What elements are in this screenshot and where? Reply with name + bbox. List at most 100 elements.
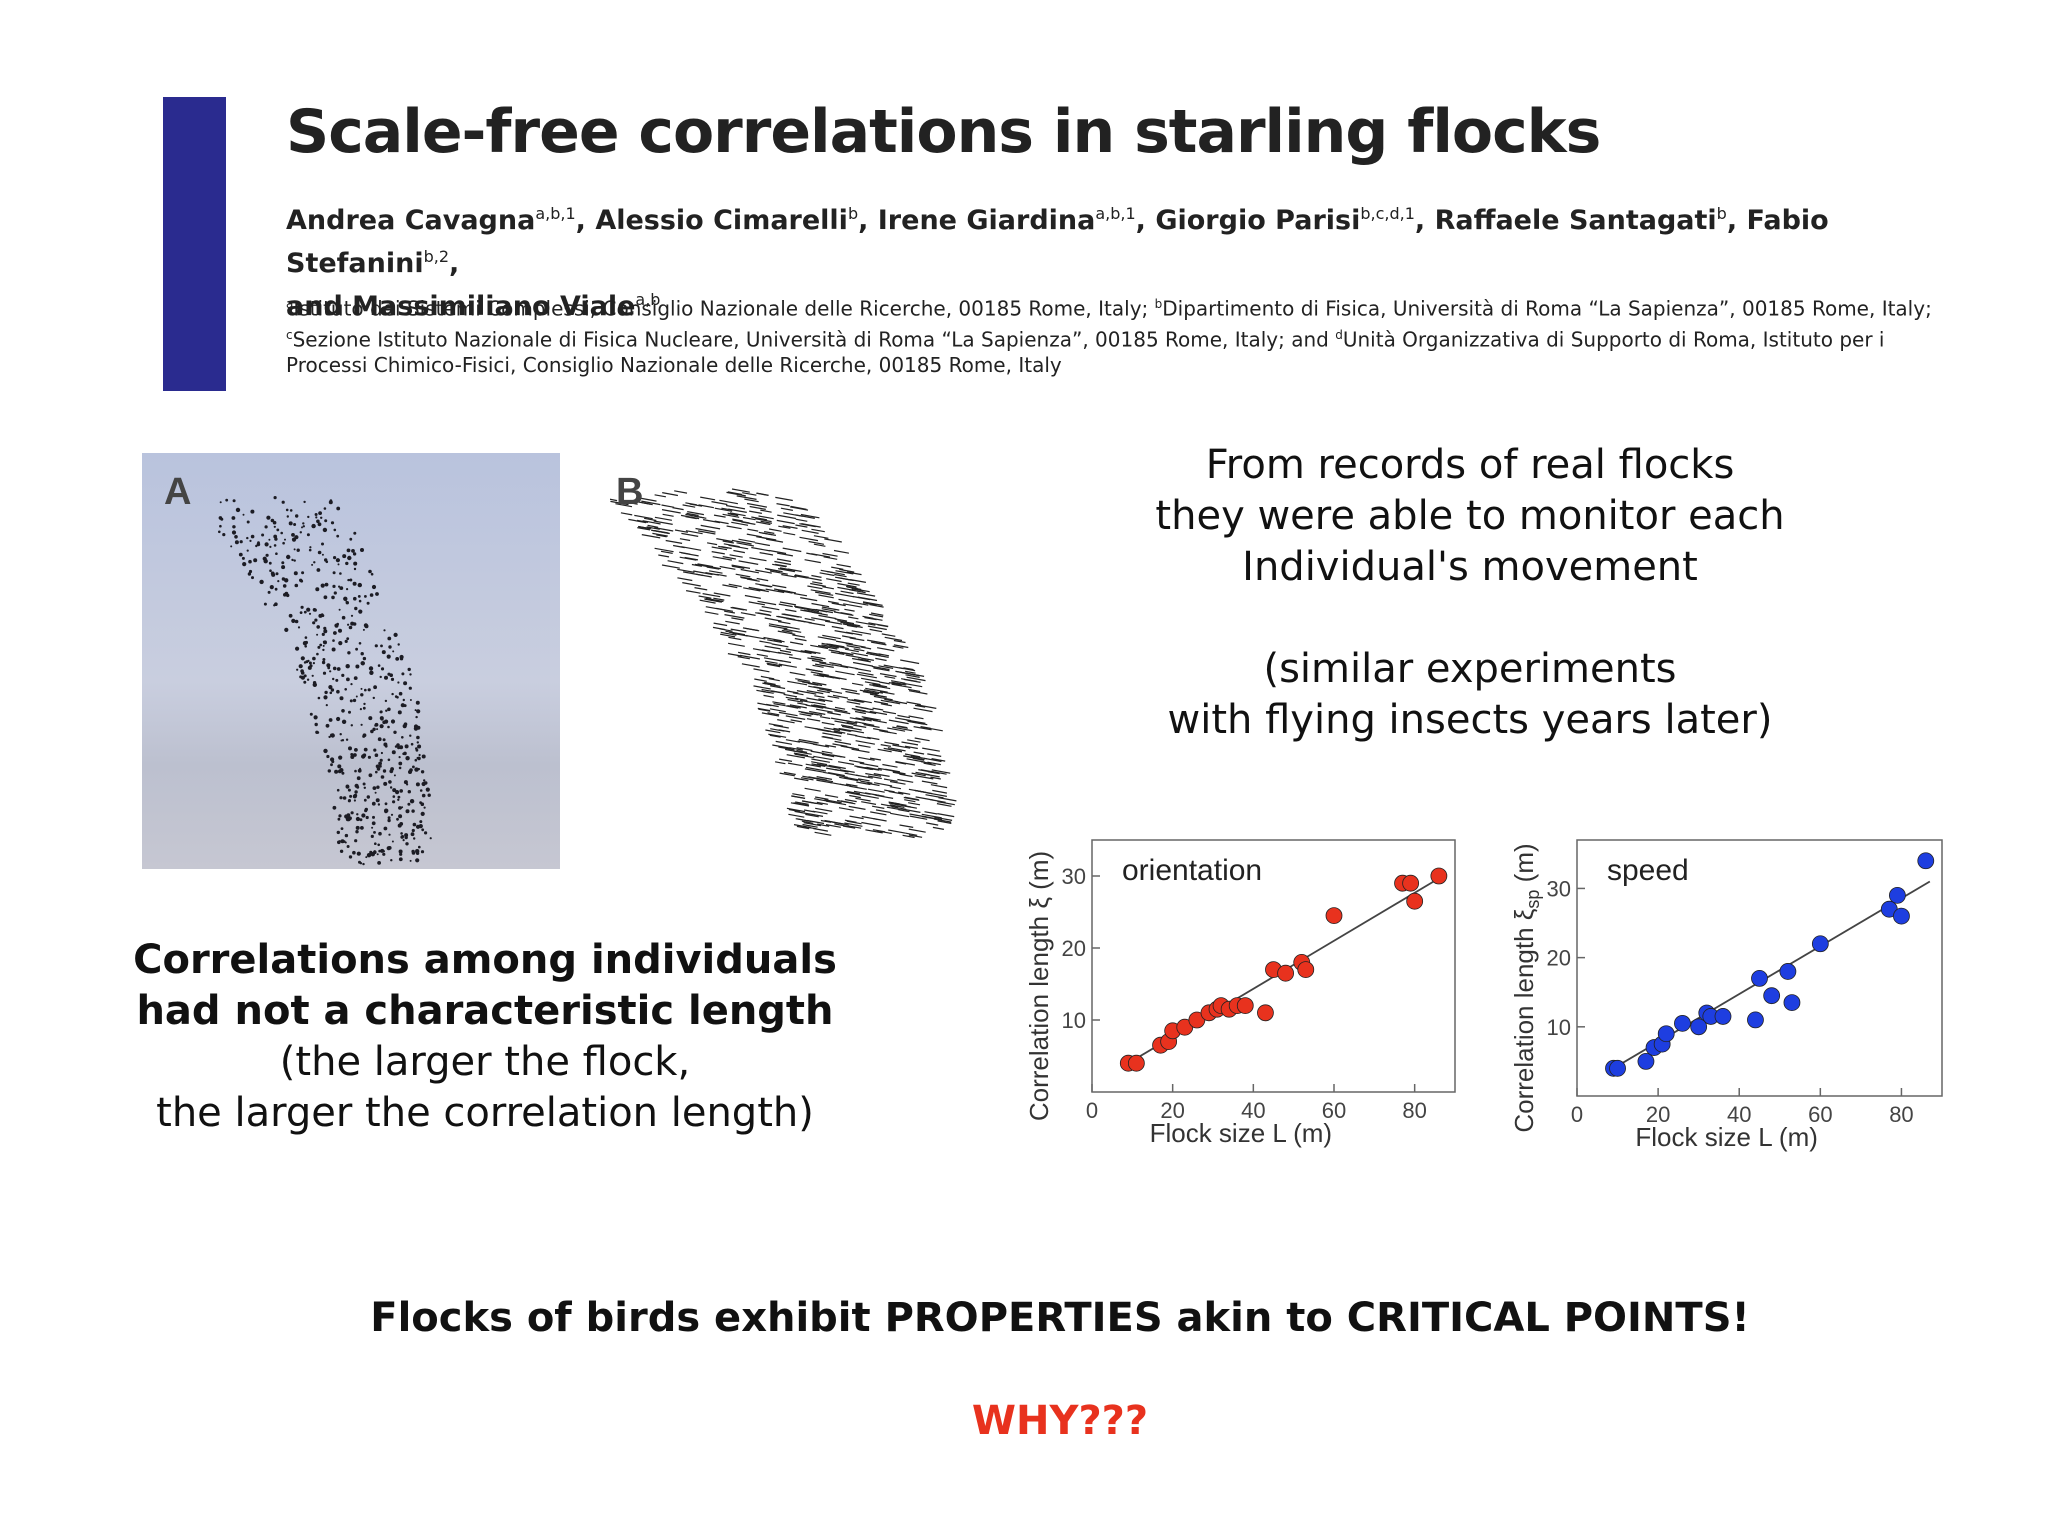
data-point <box>1657 1025 1675 1043</box>
data-point <box>1277 964 1295 982</box>
author-affiliation-mark: a,b,1 <box>535 204 576 223</box>
correlation-text: Correlations among individuals had not a… <box>100 935 870 1139</box>
headline: Flocks of birds exhibit PROPERTIES akin … <box>370 1295 1750 1341</box>
author-affiliation-mark: b,c,d,1 <box>1360 204 1415 223</box>
panel-b-label: B <box>616 471 644 513</box>
y-tick-label: 20 <box>1062 936 1086 961</box>
data-point <box>1236 997 1254 1015</box>
author-affiliation-mark: b <box>847 204 859 223</box>
affiliation-mark: a <box>286 297 294 311</box>
chart-title: speed <box>1607 854 1689 887</box>
x-tick-label: 80 <box>1889 1102 1913 1127</box>
author-affiliation-mark: b,2 <box>423 247 450 266</box>
data-point <box>1783 994 1801 1011</box>
y-axis-label-unit: (m) <box>1509 843 1539 889</box>
data-point <box>1751 969 1768 987</box>
y-tick-label: 10 <box>1547 1015 1571 1040</box>
author-list: Andrea Cavagnaa,b,1, Alessio Cimarellib,… <box>286 196 1926 325</box>
intro-text: From records of real flocks they were ab… <box>1080 440 1860 746</box>
velocity-field: B <box>610 453 990 853</box>
author-affiliation-mark: b <box>1716 204 1727 223</box>
x-tick-label: 20 <box>1160 1098 1184 1123</box>
data-point <box>1402 874 1420 892</box>
author-separator: , <box>1135 205 1156 236</box>
x-tick-label: 0 <box>1086 1098 1098 1123</box>
correlation-line: (the larger the flock, <box>279 1039 691 1085</box>
journal-logo: AS <box>163 299 165 381</box>
x-tick-label: 80 <box>1402 1098 1426 1123</box>
paper-title: Scale-free correlations in starling floc… <box>286 97 1601 167</box>
data-point <box>1714 1008 1732 1025</box>
data-point <box>1637 1053 1655 1070</box>
speed-chart: 0 20 40 60 80 10 20 30 speed Flock size L (m) Corr… <box>1509 839 1943 1152</box>
data-point <box>1127 1054 1145 1072</box>
x-axis-label: Flock size L (m) <box>1150 1118 1333 1148</box>
author-name: Alessio Cimarelli <box>595 205 848 236</box>
affiliations: aIstituto dei Sistemi Complessi, Consigl… <box>286 291 1946 378</box>
x-tick-label: 0 <box>1571 1102 1583 1127</box>
x-axis-label: Flock size L (m) <box>1635 1122 1818 1152</box>
author-separator: , <box>575 205 596 236</box>
author-separator: , <box>1414 205 1435 236</box>
y-axis-label-sub: sp <box>1523 890 1543 909</box>
x-tick-label: 60 <box>1322 1098 1346 1123</box>
y-tick-label: 20 <box>1547 946 1571 971</box>
correlation-bold-line: Correlations among individuals <box>133 937 837 983</box>
orientation-chart: 0 20 40 60 80 10 20 30 orientation Flock size L (… <box>1024 839 1456 1148</box>
data-point <box>1406 892 1424 910</box>
data-point <box>1811 935 1829 953</box>
data-point <box>1747 1011 1764 1029</box>
data-point <box>1325 907 1343 924</box>
data-point <box>1917 852 1935 870</box>
plot-frame <box>1091 839 1456 1093</box>
author-separator: , <box>1726 205 1747 236</box>
y-tick-label: 30 <box>1547 876 1571 901</box>
author-name: Andrea Cavagna <box>286 205 536 236</box>
data-point <box>1609 1059 1626 1077</box>
author-name: and Massimiliano Viale <box>286 291 636 322</box>
y-axis-label: Correlation length ξsp (m) <box>1509 843 1543 1132</box>
velocity-vectors <box>610 488 957 839</box>
data-point <box>1888 886 1906 904</box>
flock-birds <box>218 496 432 866</box>
affiliation-mark: b <box>1154 297 1163 311</box>
affiliation-mark: c <box>286 327 293 342</box>
chart-title: orientation <box>1122 854 1262 887</box>
journal-logo-strip: AS <box>163 97 226 391</box>
data-point <box>1674 1014 1691 1032</box>
author-affiliation-mark: a,b <box>635 290 661 309</box>
intro-line: Individual's movement <box>1242 544 1698 590</box>
author-name: Giorgio Parisi <box>1155 205 1361 236</box>
author-name: Raffaele Santagati <box>1434 205 1717 236</box>
x-tick-label: 60 <box>1808 1102 1832 1127</box>
flock-photo: A <box>142 453 560 869</box>
intro-line: (similar experiments <box>1263 646 1677 692</box>
affiliation-text: Sezione Istituto Nazionale di Fisica Nuc… <box>292 327 1336 352</box>
intro-line: From records of real flocks <box>1205 442 1735 488</box>
affiliation-text: Istituto dei Sistemi Complessi, Consigli… <box>293 296 1155 321</box>
affiliation-text: Unità Organizzativa di Supporto di Roma,… <box>286 327 1885 378</box>
x-tick-label: 20 <box>1646 1102 1670 1127</box>
author-separator: , <box>449 248 460 279</box>
author-separator: , <box>858 205 878 236</box>
correlation-line: the larger the correlation length) <box>156 1090 814 1136</box>
data-point <box>1257 1004 1274 1022</box>
affiliation-mark: d <box>1335 327 1343 342</box>
x-tick-label: 40 <box>1727 1102 1751 1127</box>
data-point <box>1763 987 1781 1005</box>
intro-line: they were able to monitor each <box>1155 493 1785 539</box>
data-point <box>1893 907 1910 925</box>
data-point <box>1779 963 1797 980</box>
why-question: WHY??? <box>971 1398 1149 1444</box>
data-point <box>1297 961 1315 979</box>
data-point <box>1690 1018 1708 1036</box>
correlation-bold-line: had not a characteristic length <box>136 988 834 1034</box>
data-point <box>1430 867 1448 885</box>
intro-line: with flying insects years later) <box>1167 697 1773 743</box>
author-affiliation-mark: a,b,1 <box>1095 204 1136 223</box>
x-tick-label: 40 <box>1241 1098 1265 1123</box>
y-tick-label: 30 <box>1062 864 1086 889</box>
y-axis-label: Correlation length ξ (m) <box>1024 851 1054 1121</box>
panel-a-label: A <box>164 471 192 513</box>
y-tick-label: 10 <box>1062 1008 1086 1033</box>
